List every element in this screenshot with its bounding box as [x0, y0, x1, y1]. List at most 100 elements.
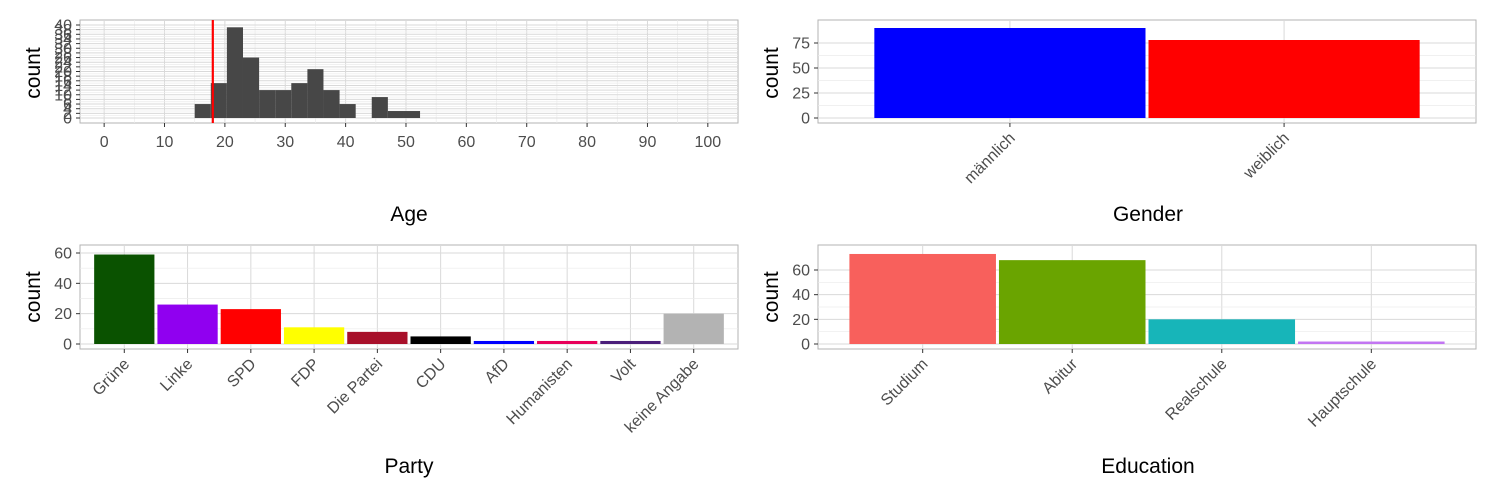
- education-x-tick-label: Hauptschule: [1305, 356, 1380, 431]
- gender-x-axis-title: Gender: [1113, 203, 1183, 226]
- age-histogram-bar: [403, 111, 421, 118]
- party-bar-1: [94, 254, 155, 344]
- age-y-tick-label: 4: [63, 101, 72, 118]
- age-histogram-bar: [194, 104, 211, 118]
- age-histogram-bar: [275, 90, 292, 118]
- age-x-tick-label: 100: [694, 134, 721, 151]
- gender-y-axis-title: count: [760, 47, 783, 99]
- age-x-tick-label: 0: [100, 134, 109, 151]
- age-y-tick-label: 0: [63, 111, 72, 128]
- age-y-tick-label: 2: [63, 106, 72, 123]
- party-y-tick-label: 20: [54, 306, 72, 323]
- age-y-tick-label: 36: [54, 27, 72, 44]
- age-y-tick-label: 12: [54, 83, 72, 100]
- age-y-tick-label: 18: [54, 69, 72, 86]
- education-bar-1: [849, 253, 996, 344]
- party-x-tick-label: Humanisten: [504, 356, 576, 428]
- age-y-tick-label: 38: [54, 22, 72, 39]
- age-y-tick-label: 32: [54, 36, 72, 53]
- age-histogram-bar: [323, 90, 340, 118]
- education-x-tick-label: Realschule: [1163, 356, 1231, 424]
- age-x-tick-label: 10: [156, 134, 174, 151]
- party-bar-9: [600, 340, 661, 344]
- education-y-axis-title: count: [760, 271, 783, 323]
- age-x-tick-label: 80: [578, 134, 596, 151]
- age-histogram-bar: [307, 69, 324, 118]
- education-bar-4: [1298, 341, 1445, 344]
- party-bar-8: [537, 340, 598, 344]
- gender-x-tick-label: männlich: [961, 130, 1018, 187]
- age-y-tick-label: 20: [54, 64, 72, 81]
- age-x-tick-label: 90: [639, 134, 657, 151]
- party-x-axis-title: Party: [384, 455, 434, 478]
- education-x-tick-label: Abitur: [1039, 355, 1081, 397]
- age-histogram-bar: [259, 90, 276, 118]
- party-bar-3: [220, 309, 281, 344]
- gender-x-tick-label: weiblich: [1240, 130, 1293, 183]
- party-y-tick-label: 40: [54, 276, 72, 293]
- party-plot-content: 0 20 40 60 Grüne Linke SPD FDP Die Partei CDU AfDH…: [54, 244, 739, 436]
- party-x-tick-label: Volt: [608, 355, 639, 386]
- party-x-tick-label: AfD: [482, 356, 513, 387]
- age-y-tick-label: 28: [54, 45, 72, 62]
- age-y-tick-label: 8: [63, 92, 72, 109]
- age-x-tick-label: 20: [216, 134, 234, 151]
- education-bar-panel: 0 20 40 60 Studium Abitur Realschule Hauptschul…: [760, 244, 1477, 478]
- education-y-tick-label: 0: [801, 337, 810, 354]
- age-histogram-bar: [226, 27, 243, 119]
- party-y-axis-title: count: [22, 271, 45, 323]
- gender-y-tick-label: 0: [801, 111, 810, 128]
- education-y-tick-label: 20: [792, 312, 810, 329]
- party-x-tick-label: Grüne: [90, 356, 134, 400]
- age-histogram-bar: [387, 111, 404, 118]
- age-y-tick-label: 10: [54, 87, 72, 104]
- party-y-tick-label: 0: [63, 337, 72, 354]
- age-histogram-bar: [371, 97, 388, 118]
- age-histogram-bar: [339, 104, 356, 118]
- party-y-tick-label: 60: [54, 246, 72, 263]
- education-y-tick-label: 60: [792, 263, 810, 280]
- education-x-tick-label: Studium: [878, 356, 932, 410]
- age-y-tick-label: 22: [54, 59, 72, 76]
- age-y-tick-label: 16: [54, 73, 72, 90]
- party-x-tick-label: Linke: [157, 356, 196, 395]
- age-histogram-bar: [291, 83, 308, 118]
- age-y-axis-title: count: [22, 47, 45, 99]
- age-y-tick-label: 14: [54, 78, 72, 95]
- age-y-tick-label: 34: [54, 31, 72, 48]
- age-x-tick-label: 30: [276, 134, 294, 151]
- education-bar-3: [1148, 319, 1296, 344]
- education-y-tick-label: 40: [792, 287, 810, 304]
- party-x-tick-label: CDU: [413, 356, 450, 393]
- party-bar-5: [347, 331, 408, 344]
- gender-bar-panel: 0 25 50 75 männlich weiblich count Gender: [760, 19, 1477, 226]
- age-x-axis-title: Age: [390, 203, 427, 226]
- age-histogram-bar: [242, 57, 260, 118]
- gender-plot-content: 0 25 50 75 männlich weiblich: [792, 19, 1477, 187]
- age-histogram-bar: [210, 83, 227, 118]
- party-bar-2: [157, 304, 218, 344]
- age-y-tick-label: 6: [63, 97, 72, 114]
- education-plot-content: 0 20 40 60 Studium Abitur Realschule Hauptschul…: [792, 244, 1477, 431]
- gender-bar-1: [874, 28, 1146, 118]
- age-y-tick-label: 30: [54, 41, 72, 58]
- party-x-tick-label: Die Partei: [324, 356, 386, 418]
- gender-y-tick-label: 75: [792, 36, 810, 53]
- age-x-tick-label: 60: [457, 134, 475, 151]
- age-x-tick-label: 50: [397, 134, 415, 151]
- party-bar-panel: 0 20 40 60 Grüne Linke SPD FDP Die Partei CDU AfDH…: [22, 244, 739, 478]
- party-bar-10: [663, 313, 724, 344]
- age-y-tick-label: 24: [54, 55, 72, 72]
- party-bar-4: [283, 327, 345, 344]
- party-x-tick-label: FDP: [288, 356, 323, 391]
- age-x-tick-label: 70: [518, 134, 536, 151]
- gender-bar-2: [1148, 40, 1420, 118]
- party-bar-6: [410, 336, 471, 344]
- gender-y-tick-label: 25: [792, 86, 810, 103]
- party-x-tick-label: SPD: [224, 356, 259, 391]
- gender-y-tick-label: 50: [792, 61, 810, 78]
- age-y-tick-label: 26: [54, 50, 72, 67]
